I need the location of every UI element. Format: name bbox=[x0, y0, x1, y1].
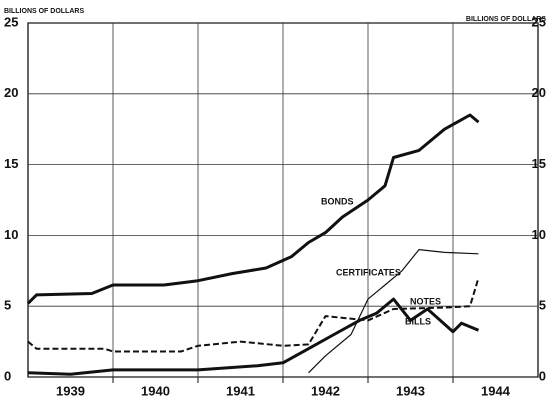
x-tick-label: 1942 bbox=[311, 383, 340, 398]
x-tick-label: 1940 bbox=[141, 383, 170, 398]
y-axis-label-right: BILLIONS OF DOLLARS bbox=[466, 16, 546, 23]
y-tick-label: 5 bbox=[4, 298, 11, 313]
y-tick-label: 0 bbox=[4, 368, 11, 383]
y-tick-label-right: 15 bbox=[532, 156, 546, 171]
series-line bbox=[26, 113, 480, 305]
x-tick-label: 1939 bbox=[56, 383, 85, 398]
x-tick-label: 1943 bbox=[396, 383, 425, 398]
y-tick-label-right: 10 bbox=[532, 227, 546, 242]
x-tick-label: 1944 bbox=[481, 383, 511, 398]
series-label: BILLS bbox=[405, 316, 431, 326]
x-tick-label: 1941 bbox=[226, 383, 255, 398]
y-tick-label-right: 20 bbox=[532, 85, 546, 100]
y-tick-label: 20 bbox=[4, 85, 18, 100]
series-line bbox=[308, 249, 479, 374]
series-line bbox=[27, 277, 480, 353]
y-tick-label-right: 25 bbox=[532, 14, 546, 29]
series-label: BONDS bbox=[321, 196, 354, 206]
y-tick-label: 15 bbox=[4, 156, 18, 171]
y-tick-label: 25 bbox=[4, 14, 18, 29]
y-tick-label: 10 bbox=[4, 227, 18, 242]
series-line bbox=[27, 297, 480, 376]
series-label: NOTES bbox=[410, 296, 441, 306]
y-tick-label-right: 0 bbox=[539, 368, 546, 383]
y-tick-label-right: 5 bbox=[539, 298, 546, 313]
series-label: CERTIFICATES bbox=[336, 267, 401, 277]
y-axis-label-left: BILLIONS OF DOLLARS bbox=[4, 8, 84, 15]
